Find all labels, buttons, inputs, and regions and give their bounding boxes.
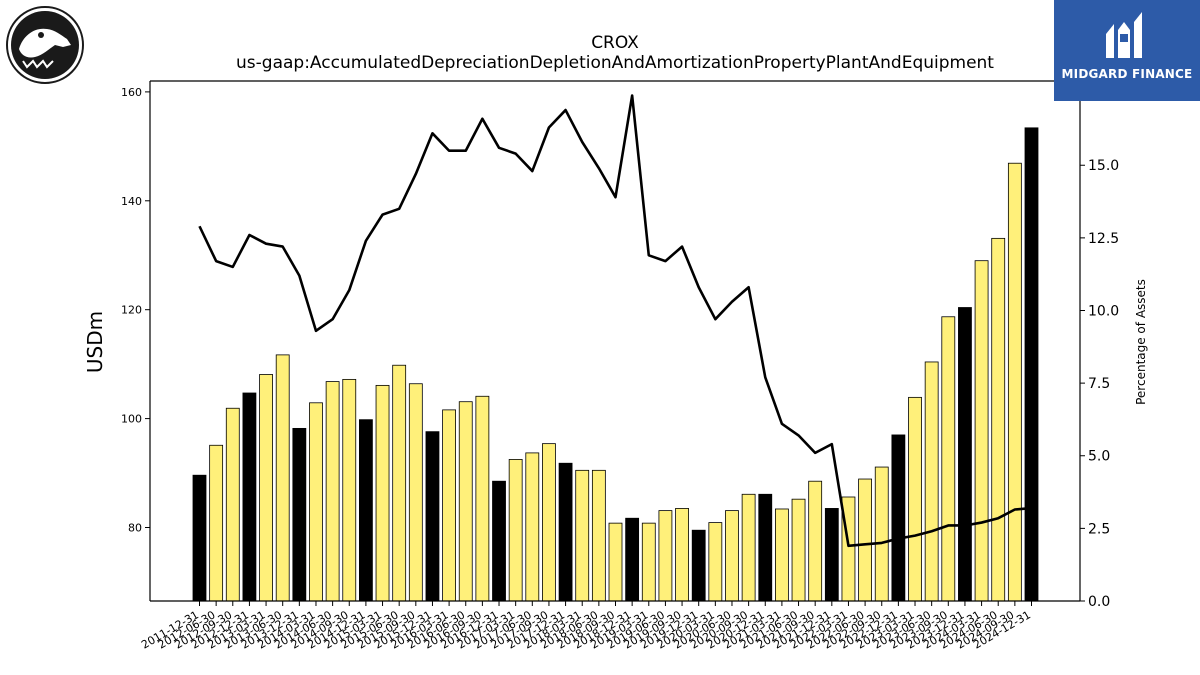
bar-series	[192, 127, 1039, 602]
bar	[591, 469, 606, 602]
bar	[625, 517, 640, 602]
crocodile-logo	[5, 5, 85, 85]
bar	[808, 480, 823, 602]
chart-title: CROX	[591, 33, 639, 53]
bar	[658, 510, 673, 602]
percentage-line	[198, 94, 1032, 548]
bar	[275, 354, 290, 602]
brand-name: MIDGARD FINANCE	[1061, 67, 1193, 81]
bar	[259, 374, 273, 602]
bar	[342, 378, 357, 602]
y-tick-label: 100	[121, 413, 142, 426]
bar	[758, 493, 773, 602]
bar	[209, 444, 224, 602]
bar	[575, 469, 590, 602]
y-axis-right-ticks: 0.02.55.07.510.012.515.017.5	[1080, 86, 1119, 610]
y-axis-right-label: Percentage of Assets	[1134, 279, 1148, 405]
y2-tick-label: 0.0	[1088, 594, 1110, 610]
bar	[309, 402, 323, 602]
chart-subtitle: us-gaap:AccumulatedDepreciationDepletion…	[236, 53, 994, 73]
bar	[974, 260, 989, 602]
bar	[708, 522, 723, 602]
bar	[192, 474, 207, 602]
bar	[325, 381, 340, 602]
bar	[791, 498, 806, 602]
line-series	[198, 94, 1032, 548]
bar	[941, 316, 956, 602]
bar	[542, 443, 556, 602]
midgard-finance-logo: MIDGARD FINANCE	[1054, 0, 1200, 101]
x-axis-ticks: 2011-12-312012-06-302012-09-302012-12-31…	[139, 601, 1033, 652]
bar	[725, 510, 739, 602]
bar	[408, 383, 423, 602]
bar	[641, 522, 656, 602]
midgard-icon	[1106, 12, 1142, 58]
y-axis-left-ticks: 80 100 120 140 160	[121, 86, 150, 534]
bar	[874, 466, 889, 602]
y2-tick-label: 5.0	[1088, 449, 1110, 465]
bar	[425, 431, 440, 602]
bar	[442, 409, 457, 602]
bar	[475, 395, 490, 602]
bar	[1024, 127, 1039, 602]
y2-tick-label: 2.5	[1088, 521, 1110, 537]
bar	[891, 434, 906, 602]
y2-tick-label: 7.5	[1088, 376, 1110, 392]
bar	[558, 462, 573, 602]
bar	[392, 364, 407, 602]
bar	[458, 401, 473, 602]
bar	[858, 478, 872, 602]
crocodile-icon	[6, 6, 84, 84]
bar	[242, 392, 257, 602]
bar	[908, 396, 922, 602]
y2-tick-label: 12.5	[1088, 231, 1119, 247]
y2-tick-label: 15.0	[1088, 158, 1119, 174]
bar	[375, 384, 390, 602]
bar	[1007, 162, 1022, 602]
bar	[292, 427, 307, 602]
bar	[492, 480, 506, 602]
bar	[608, 522, 623, 602]
bar	[824, 508, 839, 602]
bar	[508, 459, 523, 602]
y-axis-left-label: USDm	[83, 310, 107, 374]
y2-tick-label: 10.0	[1088, 303, 1119, 319]
y-tick-label: 160	[121, 86, 142, 99]
y-tick-label: 120	[121, 304, 142, 317]
bar	[691, 529, 706, 602]
bar	[675, 508, 689, 602]
bar	[225, 407, 240, 602]
bar	[991, 237, 1006, 602]
bar	[775, 508, 789, 602]
bar	[958, 307, 972, 602]
bar	[525, 452, 540, 602]
bar	[358, 419, 373, 602]
bar	[741, 493, 756, 602]
y-tick-label: 140	[121, 195, 142, 208]
y-tick-label: 80	[128, 521, 142, 534]
bar	[924, 361, 939, 602]
